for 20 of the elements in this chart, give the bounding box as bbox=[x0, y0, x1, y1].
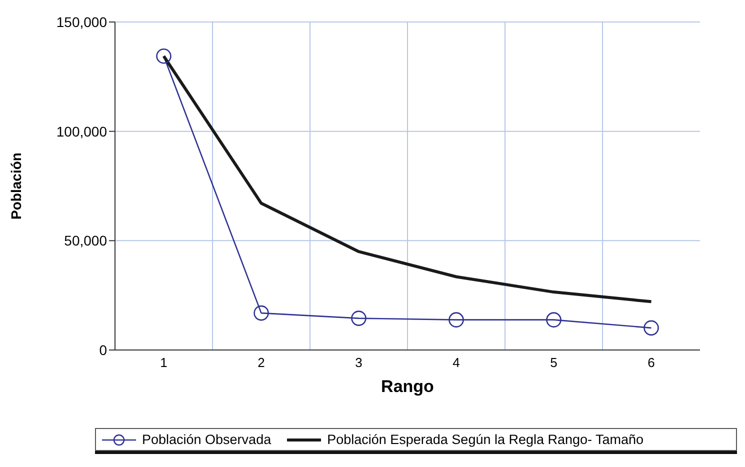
point bbox=[546, 312, 562, 328]
y-tick-label: 0 bbox=[99, 342, 108, 358]
x-tick-label: 4 bbox=[452, 355, 460, 370]
x-tick-label: 3 bbox=[355, 355, 362, 370]
x-tick-label: 5 bbox=[550, 355, 558, 370]
y-tick-label: 50,000 bbox=[64, 232, 108, 249]
y-axis-title: Población bbox=[8, 152, 24, 220]
legend-label: Población Observada bbox=[142, 432, 272, 447]
x-axis-title: Rango bbox=[381, 377, 434, 396]
point bbox=[156, 48, 172, 64]
x-tick-label: 6 bbox=[648, 355, 655, 370]
x-tick-label: 1 bbox=[160, 355, 168, 370]
legend-label: Población Esperada Según la Regla Rango- Tamaño bbox=[327, 432, 644, 447]
y-tick-label: 150,000 bbox=[56, 14, 108, 30]
point bbox=[644, 320, 659, 336]
x-tick-label: 2 bbox=[258, 355, 265, 370]
point bbox=[351, 310, 366, 326]
y-tick-label: 100,000 bbox=[56, 123, 108, 140]
point bbox=[448, 312, 464, 328]
point bbox=[254, 305, 269, 321]
